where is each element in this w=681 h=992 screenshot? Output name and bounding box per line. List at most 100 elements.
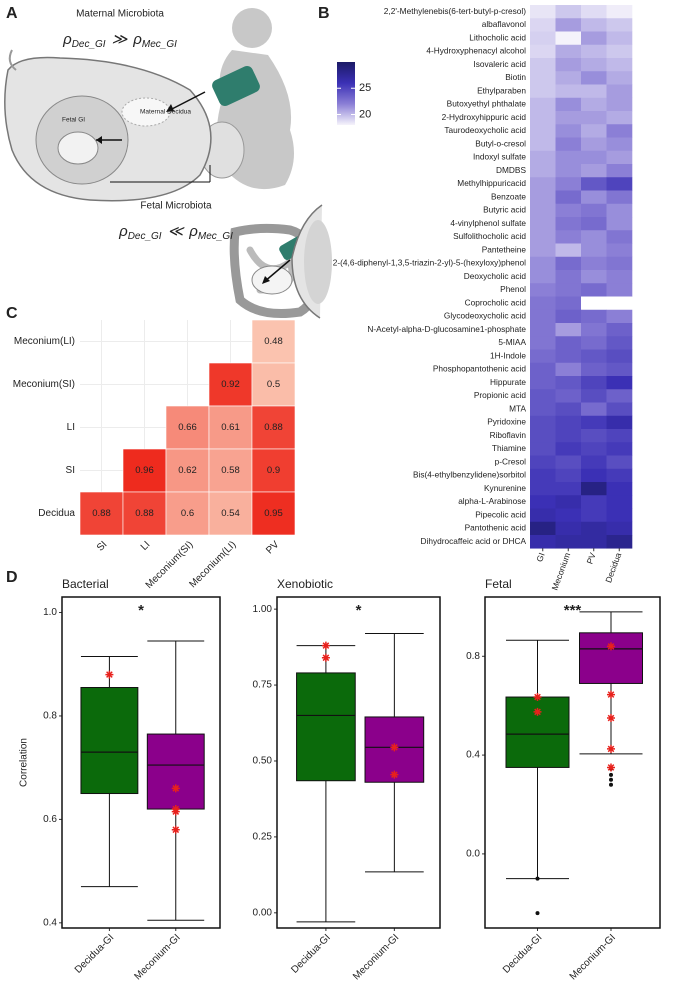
- fetal-gi-organ: [57, 131, 99, 165]
- row-label: 1H-Indole: [490, 350, 526, 360]
- heat-cell: [555, 296, 582, 311]
- heat-cell: [530, 84, 556, 99]
- heat-cell: [530, 468, 556, 483]
- arrow: [169, 91, 206, 111]
- heat-cell: [581, 429, 607, 443]
- heat-cell: [530, 415, 556, 430]
- y-tick-label: 1.00: [253, 604, 273, 615]
- sample-point: [171, 807, 180, 816]
- heat-cell: [606, 442, 633, 456]
- heat-cell: [555, 309, 582, 324]
- y-tick-label: 0.00: [253, 907, 273, 918]
- mother-head: [232, 8, 272, 48]
- heat-cell: [581, 137, 607, 152]
- heat-cell: [606, 5, 633, 19]
- heat-cell: [530, 5, 556, 19]
- y-tick-label: 0.8: [43, 711, 57, 722]
- heat-cell: [606, 495, 633, 509]
- heat-cell: [555, 217, 582, 231]
- heat-cell: [581, 415, 607, 430]
- row-label: LI: [67, 422, 75, 433]
- heat-cell: [606, 468, 633, 483]
- outlier: [609, 782, 613, 787]
- bottom-title: Fetal Microbiota: [140, 201, 212, 212]
- heat-cell: [581, 495, 607, 509]
- heat-cell: [555, 495, 582, 509]
- top-title: Maternal Microbiota: [76, 9, 164, 20]
- heat-cell: [606, 429, 633, 443]
- heat-cell: [581, 190, 607, 205]
- heat-cell: [555, 177, 582, 191]
- x-tick-label: Meconium-GI: [568, 932, 618, 982]
- heat-cell: [606, 111, 633, 125]
- heat-cell: [555, 349, 582, 364]
- row-label: Thiamine: [492, 443, 527, 453]
- heat-cell: [530, 309, 556, 324]
- row-label: 5-MIAA: [498, 337, 526, 347]
- y-tick-label: 0.50: [253, 756, 273, 767]
- heat-cell: [530, 270, 556, 284]
- heat-cell: [606, 190, 633, 205]
- sub: Mec_GI: [198, 231, 233, 242]
- heat-cell: [581, 243, 607, 258]
- heat-cell: [606, 362, 633, 377]
- decidua-label: Maternal Decidua: [140, 109, 191, 116]
- heat-cell: [606, 31, 633, 46]
- corr-label: 0.54: [221, 508, 240, 519]
- rho: ρ: [62, 31, 72, 48]
- heat-cell: [530, 442, 556, 456]
- x-tick-label: Decidua-GI: [73, 932, 117, 976]
- heat-cell: [606, 402, 633, 417]
- heat-cell: [581, 71, 607, 85]
- sample-point: [321, 641, 330, 650]
- heat-cell: [581, 362, 607, 377]
- row-label: Decidua: [38, 508, 75, 519]
- heat-cell: [581, 270, 607, 284]
- y-axis-label: Correlation: [19, 738, 30, 787]
- corr-label: 0.66: [178, 422, 197, 433]
- heat-cell: [530, 535, 556, 549]
- decidua-region: [121, 97, 171, 127]
- heat-cell: [606, 482, 633, 496]
- panel-title: Bacterial: [62, 577, 109, 591]
- heat-cell: [555, 31, 582, 46]
- heat-cell: [581, 521, 607, 536]
- heat-cell: [581, 217, 607, 231]
- y-tick-label: 0.25: [253, 832, 273, 843]
- heat-cell: [581, 177, 607, 191]
- heat-cell: [555, 535, 582, 549]
- corr-label: 0.5: [267, 379, 280, 390]
- row-label: 4-Hydroxyphenacyl alcohol: [426, 46, 526, 56]
- corr-cell: [208, 405, 253, 450]
- heat-cell: [530, 495, 556, 509]
- fetus-right: [304, 220, 332, 304]
- heat-cell: [530, 362, 556, 377]
- x-tick-label: Decidua-GI: [289, 932, 333, 976]
- row-label: Riboflavin: [490, 430, 527, 440]
- heat-cell: [555, 415, 582, 430]
- corr-label: 0.6: [181, 508, 194, 519]
- heat-cell: [555, 150, 582, 165]
- heat-cell: [606, 243, 633, 258]
- column-label: Decidua: [603, 551, 623, 584]
- corr-label: 0.88: [135, 508, 154, 519]
- heat-cell: [555, 203, 582, 218]
- heat-cell: [530, 323, 556, 337]
- heat-cell: [606, 230, 633, 244]
- heat-cell: [606, 71, 633, 85]
- sample-point: [171, 825, 180, 834]
- significance: *: [356, 602, 362, 619]
- heat-cell: [555, 455, 582, 470]
- row-label: Kynurenine: [484, 483, 526, 493]
- arrow: [263, 259, 291, 283]
- heat-cell: [530, 18, 556, 32]
- heat-cell: [606, 323, 633, 337]
- significance: *: [138, 602, 144, 619]
- heat-cell: [555, 84, 582, 99]
- heat-cell: [606, 389, 633, 403]
- column-label: SI: [95, 539, 109, 553]
- row-label: Biotin: [505, 72, 526, 82]
- heat-cell: [555, 336, 582, 350]
- heat-cell: [530, 150, 556, 165]
- column-label: PV: [264, 539, 281, 556]
